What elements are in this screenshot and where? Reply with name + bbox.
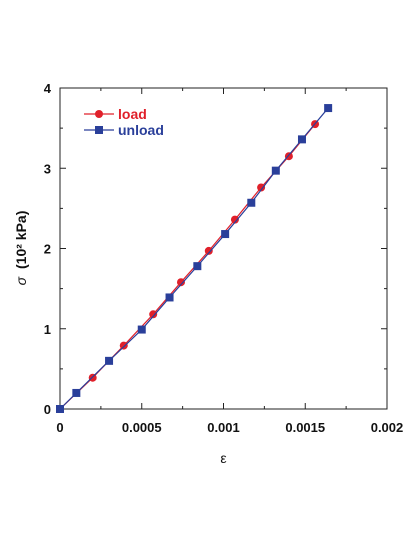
data-point-load — [176, 278, 185, 287]
data-point-load — [204, 246, 213, 255]
data-point-unload — [193, 262, 202, 271]
data-point-load — [257, 183, 266, 192]
legend-label-load: load — [118, 106, 147, 122]
legend-label-unload: unload — [118, 122, 164, 138]
x-tick-label: 0.0005 — [122, 420, 162, 435]
data-point-unload — [271, 166, 280, 175]
data-point-load — [119, 341, 128, 350]
legend-item-unload: unload — [84, 122, 164, 138]
series-unload — [56, 104, 333, 413]
data-point-load — [149, 310, 158, 319]
data-point-unload — [247, 198, 256, 207]
y-tick-label: 0 — [44, 402, 51, 417]
data-point-load — [230, 215, 239, 224]
y-tick-label: 1 — [44, 322, 51, 337]
data-point-unload — [324, 104, 333, 113]
x-tick-label: 0.002 — [371, 420, 404, 435]
series-layer — [56, 104, 333, 413]
legend-marker-load — [95, 110, 103, 118]
tick-labels: 0 0.0005 0.001 0.0015 0.002 0 1 2 3 4 — [44, 81, 404, 435]
data-point-unload — [221, 230, 230, 239]
legend-item-load: load — [84, 106, 147, 122]
y-tick-label: 4 — [44, 81, 52, 96]
y-tick-label: 3 — [44, 161, 51, 176]
legend-marker-unload — [95, 126, 103, 134]
x-axis-label: ε — [220, 450, 226, 466]
data-point-unload — [105, 356, 114, 365]
y-tick-label: 2 — [44, 242, 51, 257]
data-point-unload — [137, 325, 146, 334]
y-axis-label: σ (10² kPa) — [13, 211, 29, 286]
data-point-unload — [56, 405, 64, 413]
x-tick-label: 0.0015 — [285, 420, 325, 435]
series-load — [56, 120, 320, 413]
data-point-unload — [165, 293, 174, 302]
axis-ticks — [59, 87, 388, 410]
x-tick-label: 0.001 — [207, 420, 240, 435]
x-tick-label: 0 — [56, 420, 63, 435]
y-axis-unit: (10² kPa) — [13, 211, 29, 269]
data-point-unload — [297, 135, 306, 144]
legend: load unload — [84, 106, 164, 138]
y-axis-symbol: σ — [13, 276, 29, 285]
data-point-unload — [72, 388, 81, 397]
